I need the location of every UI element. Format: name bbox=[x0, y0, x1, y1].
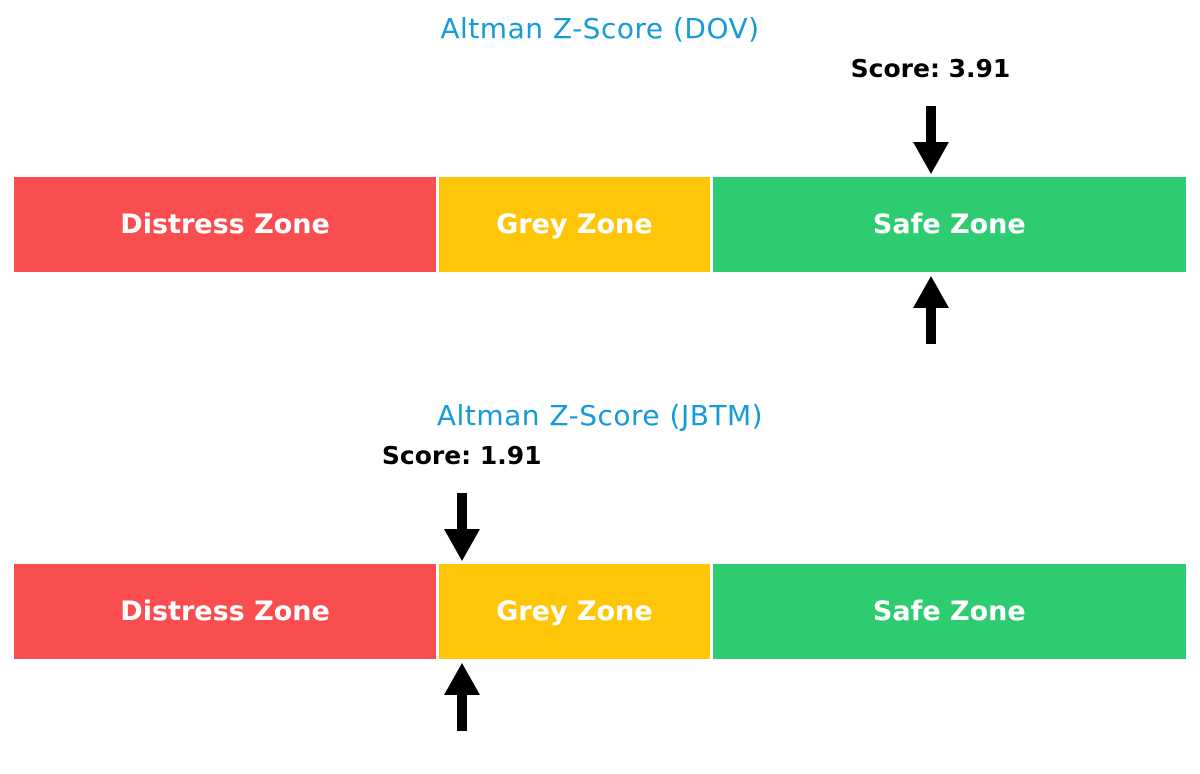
zone-arrow-up-icon bbox=[912, 276, 949, 344]
zone-grey: Grey Zone bbox=[439, 564, 710, 659]
zone-distress: Distress Zone bbox=[14, 564, 437, 659]
bar-area: Score: 3.91 Distress Zone Grey Zone Safe… bbox=[14, 0, 1186, 345]
zone-grey: Grey Zone bbox=[439, 177, 710, 272]
zone-distress: Distress Zone bbox=[14, 177, 437, 272]
zone-label: Safe Zone bbox=[872, 209, 1026, 240]
score-label: Score: 3.91 bbox=[850, 54, 1011, 83]
chart-dov: Altman Z-Score (DOV) Score: 3.91 Distres… bbox=[0, 0, 1200, 345]
zone-safe: Safe Zone bbox=[712, 177, 1186, 272]
zone-bar: Distress Zone Grey Zone Safe Zone bbox=[14, 564, 1186, 659]
zone-label: Grey Zone bbox=[496, 596, 653, 627]
zone-label: Distress Zone bbox=[120, 596, 330, 627]
zone-safe: Safe Zone bbox=[712, 564, 1186, 659]
chart-title: Altman Z-Score (DOV) bbox=[440, 12, 760, 45]
zone-label: Grey Zone bbox=[496, 209, 653, 240]
zone-label: Distress Zone bbox=[120, 209, 330, 240]
chart-title: Altman Z-Score (JBTM) bbox=[436, 399, 764, 432]
score-arrow-down-icon bbox=[443, 493, 480, 561]
score-label: Score: 1.91 bbox=[381, 441, 542, 470]
bar-area: Score: 1.91 Distress Zone Grey Zone Safe… bbox=[14, 387, 1186, 774]
zone-label: Safe Zone bbox=[872, 596, 1026, 627]
zone-arrow-up-icon bbox=[443, 663, 480, 731]
chart-jbtm: Altman Z-Score (JBTM) Score: 1.91 Distre… bbox=[0, 387, 1200, 774]
zone-bar: Distress Zone Grey Zone Safe Zone bbox=[14, 177, 1186, 272]
score-arrow-down-icon bbox=[912, 106, 949, 174]
